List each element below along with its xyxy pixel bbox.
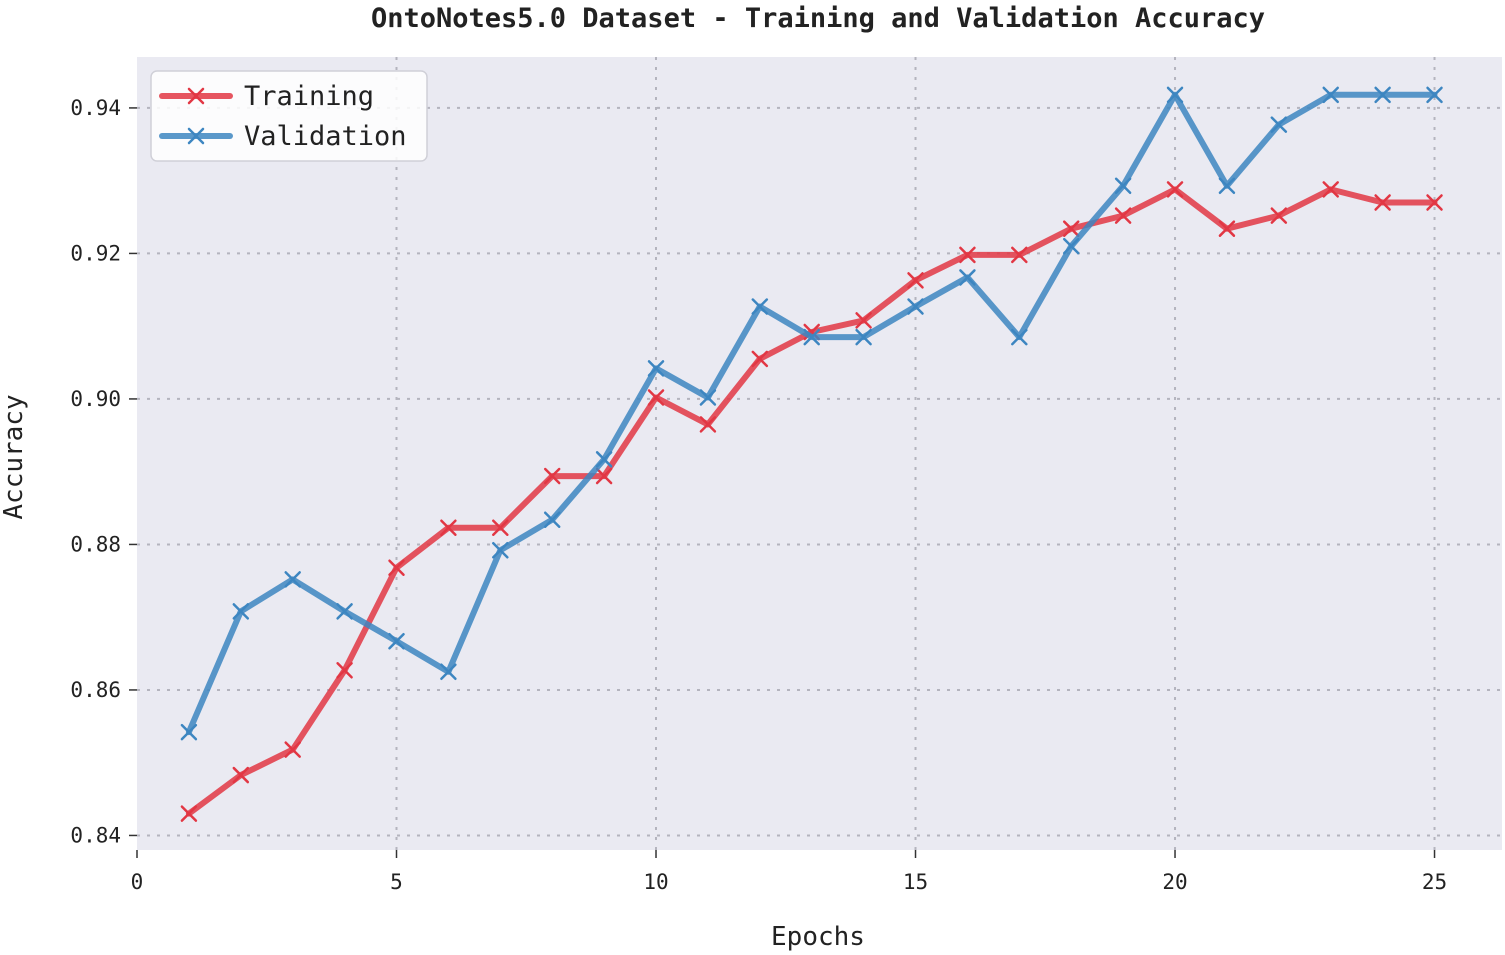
validation-point <box>803 328 820 346</box>
y-tick-label: 0.86 <box>70 678 121 702</box>
validation-point <box>1374 86 1391 104</box>
training-point <box>1426 194 1443 211</box>
training-point <box>440 519 457 536</box>
legend-label: Validation <box>244 121 407 152</box>
validation-point <box>855 328 872 346</box>
x-tick-label: 25 <box>1422 870 1447 894</box>
training-point <box>1270 207 1288 224</box>
x-tick-label: 0 <box>131 870 144 894</box>
validation-point <box>959 269 976 286</box>
legend-item-training: Training <box>159 81 374 112</box>
x-tick-label: 5 <box>390 870 403 894</box>
training-point <box>699 416 717 433</box>
training-point <box>907 272 924 289</box>
training-point <box>595 467 613 485</box>
validation-point <box>284 571 301 588</box>
training-series <box>180 181 1443 822</box>
validation-point <box>907 298 924 315</box>
training-point <box>388 559 405 576</box>
validation-point <box>180 723 198 741</box>
legend: Training Validation <box>150 70 428 162</box>
training-point <box>543 467 561 485</box>
training-point <box>751 350 769 368</box>
y-tick-label: 0.88 <box>70 532 121 556</box>
validation-point <box>751 298 769 315</box>
x-tick-label: 10 <box>643 870 668 894</box>
axis-ticks: 0 5 10 15 20 25 0.84 0.86 0.88 0.90 0.92 0.94 <box>70 96 1447 894</box>
validation-point <box>1166 86 1184 104</box>
x-axis-label: Epochs <box>771 922 865 952</box>
validation-point <box>543 511 561 528</box>
y-tick-label: 0.92 <box>70 241 121 265</box>
validation-point <box>336 603 353 620</box>
y-tick-label: 0.84 <box>70 823 121 847</box>
validation-point <box>1011 328 1028 346</box>
chart-title: OntoNotes5.0 Dataset - Training and Vali… <box>371 3 1265 34</box>
training-point <box>284 741 301 758</box>
legend-item-validation: Validation <box>159 121 407 152</box>
training-point <box>1322 181 1339 198</box>
training-point <box>1062 220 1080 237</box>
validation-point <box>1218 177 1236 195</box>
legend-marker <box>187 87 205 105</box>
plot-area <box>137 57 1502 850</box>
training-point <box>1374 194 1391 211</box>
x-tick-label: 15 <box>903 870 928 894</box>
training-point <box>1114 207 1132 224</box>
training-point <box>492 519 509 536</box>
training-point <box>1166 181 1184 198</box>
series-lines <box>180 86 1443 822</box>
validation-point <box>595 451 613 468</box>
validation-point <box>1114 177 1132 195</box>
training-point <box>959 246 976 264</box>
training-point <box>1011 246 1028 264</box>
x-tick-label: 20 <box>1162 870 1187 894</box>
y-tick-label: 0.94 <box>70 96 121 120</box>
legend-label: Training <box>244 81 374 112</box>
validation-point <box>388 632 405 650</box>
validation-point <box>1322 86 1339 104</box>
y-axis-label: Accuracy <box>0 394 29 519</box>
validation-point <box>1426 86 1443 104</box>
validation-point <box>232 603 250 620</box>
validation-series <box>180 86 1443 741</box>
training-point <box>336 662 353 679</box>
y-tick-label: 0.90 <box>70 387 121 411</box>
training-point <box>647 389 665 406</box>
training-point <box>180 805 198 822</box>
validation-point <box>699 389 717 406</box>
training-point <box>1218 220 1236 237</box>
validation-point <box>440 663 457 681</box>
validation-point <box>1270 116 1288 133</box>
validation-point <box>1062 237 1080 255</box>
legend-marker <box>187 127 205 145</box>
training-point <box>232 766 250 784</box>
training-point <box>855 312 872 329</box>
validation-point <box>647 360 665 377</box>
validation-point <box>492 542 509 559</box>
